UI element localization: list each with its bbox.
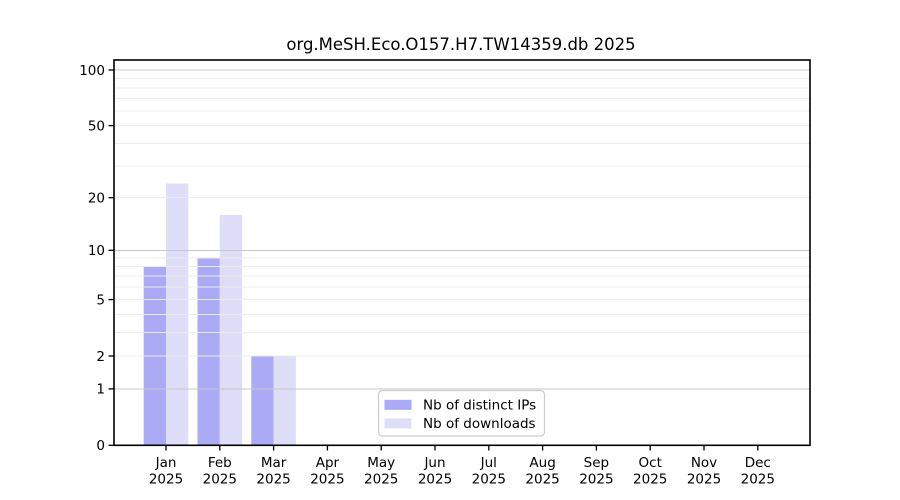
x-tick-label-dec: Dec [745,455,771,471]
x-tick-label-jul: Jul [480,455,497,471]
chart-title: org.MeSH.Eco.O157.H7.TW14359.db 2025 [286,35,635,54]
legend-label-nb-of-downloads: Nb of downloads [423,416,536,432]
legend: Nb of distinct IPs Nb of downloads [377,389,546,437]
x-tick-year-feb: 2025 [203,472,237,488]
y-tick-label-5: 5 [96,292,105,308]
y-tick-label-20: 20 [88,191,105,207]
x-tick-year-aug: 2025 [525,472,559,488]
y-tick-label-0: 0 [96,438,105,454]
x-tick-label-oct: Oct [639,455,662,471]
y-tick-label-2: 2 [96,349,105,365]
x-tick-label-sep: Sep [584,455,609,471]
x-tick-year-apr: 2025 [310,472,344,488]
axes-layer: 0125102050100Jan2025Feb2025Mar2025Apr202… [79,59,811,488]
x-tick-label-jan: Jan [155,455,177,471]
bar-nb-of-distinct-ips-mar [251,356,274,446]
x-tick-year-oct: 2025 [633,472,667,488]
x-tick-label-apr: Apr [316,455,340,471]
legend-swatch-nb-of-downloads [384,418,412,429]
y-tick-label-1: 1 [96,382,105,398]
x-tick-label-feb: Feb [208,455,232,471]
bar-nb-of-distinct-ips-feb [197,258,220,446]
bar-nb-of-downloads-mar [273,356,296,446]
x-tick-label-may: May [367,455,395,471]
x-tick-year-nov: 2025 [687,472,721,488]
x-tick-year-jul: 2025 [472,472,506,488]
y-tick-label-50: 50 [88,118,105,134]
legend-label-nb-of-distinct-ips: Nb of distinct IPs [423,398,536,414]
x-tick-year-mar: 2025 [256,472,290,488]
x-tick-year-may: 2025 [364,472,398,488]
legend-box [377,389,546,437]
x-tick-year-sep: 2025 [579,472,613,488]
y-tick-label-10: 10 [88,243,105,259]
x-tick-label-mar: Mar [261,455,287,471]
bar-nb-of-downloads-feb [219,214,243,446]
legend-swatch-nb-of-distinct-ips [384,399,412,410]
y-tick-label-100: 100 [79,63,105,79]
plot-border [113,59,811,447]
x-tick-year-jun: 2025 [418,472,452,488]
x-tick-year-dec: 2025 [741,472,775,488]
x-tick-label-jun: Jun [423,455,445,471]
gridlines-layer [114,69,810,390]
x-tick-label-aug: Aug [529,455,555,471]
x-tick-label-nov: Nov [691,455,717,471]
x-tick-year-jan: 2025 [149,472,183,488]
